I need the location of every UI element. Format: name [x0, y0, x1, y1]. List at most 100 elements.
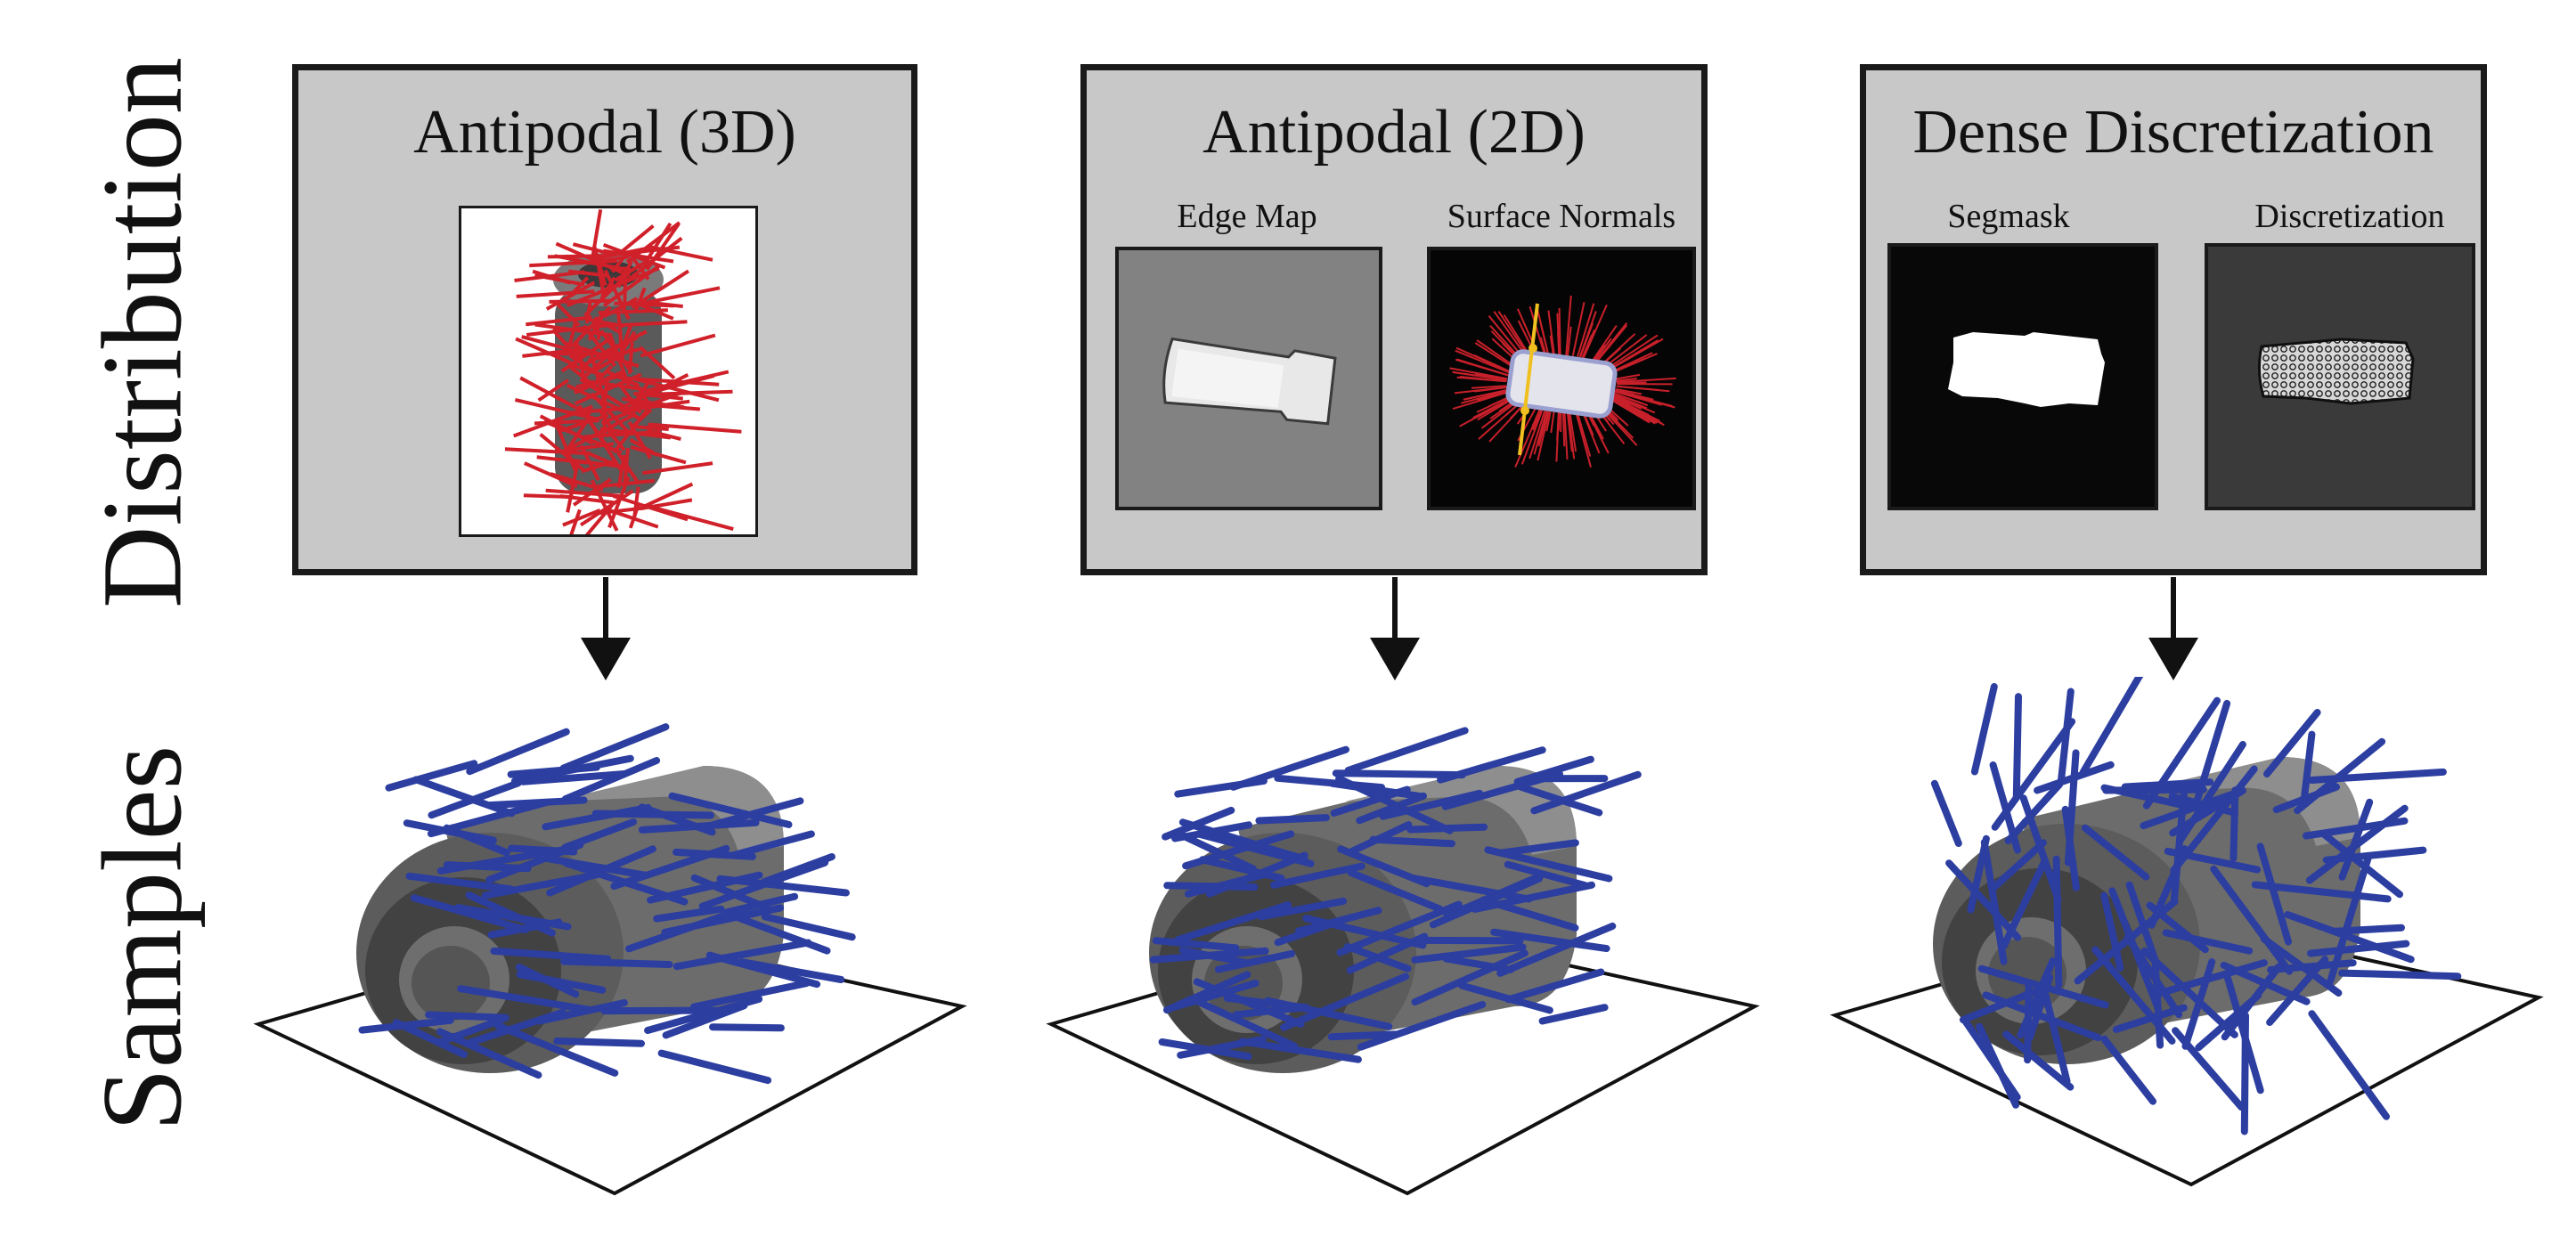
blue-grasp-axis [519, 770, 628, 785]
blue-grasp-axis [559, 723, 670, 772]
blue-grasp-axis [1174, 901, 1292, 944]
panel-title: Dense Discretization [1912, 98, 2434, 167]
blue-grasp-axis [2294, 737, 2386, 815]
blue-grasp-axis [2148, 845, 2189, 929]
blue-grasp-axis [1238, 1038, 1362, 1063]
blue-grasp-axis [2256, 842, 2292, 946]
surface-normal-vector [1610, 395, 1660, 422]
blue-grasp-axis [1270, 862, 1365, 889]
blue-grasp-axis [1152, 937, 1240, 952]
surface-normal-vector [1455, 346, 1512, 373]
blue-grasp-axis [2322, 846, 2427, 864]
blue-grasp-axis [1504, 860, 1588, 889]
red-grasp-axis [618, 224, 655, 255]
blue-grasp-axis [443, 824, 510, 857]
panel-title: Antipodal (2D) [1202, 98, 1586, 167]
surface-normal-vector [1577, 303, 1595, 357]
blue-grasp-axis [698, 859, 829, 910]
blue-grasp-axis [2024, 981, 2033, 1064]
blue-grasp-axis [1171, 821, 1252, 842]
blue-grasp-axis [1347, 868, 1444, 913]
blue-grasp-axis [542, 803, 652, 831]
panel-antipodal-3d: Antipodal (3D) [292, 64, 917, 575]
blue-grasp-axis [2012, 693, 2022, 800]
blue-grasp-axis [1538, 1004, 1609, 1025]
surface-normal-vector [1537, 411, 1550, 461]
red-grasp-axis [612, 408, 649, 454]
arrow-down-icon [1370, 577, 1420, 680]
red-grasp-axis [585, 451, 631, 473]
blue-grasp-axis [1336, 900, 1463, 956]
blue-grasp-axis [1471, 881, 1595, 913]
red-grasp-axis [579, 444, 600, 481]
surface-normal-vector [1614, 390, 1675, 409]
blue-grasp-axis [443, 861, 532, 873]
normal-highlight-line [1518, 303, 1539, 456]
red-grasp-axis [639, 346, 676, 380]
blue-grasp-axis [2300, 730, 2316, 807]
surface-normal-vector [1610, 352, 1653, 373]
surface-normal-vector [1461, 390, 1509, 404]
blue-grasp-axis [436, 1028, 542, 1079]
red-grasp-axis [620, 324, 633, 350]
red-grasp-axis [614, 301, 674, 308]
surface-normal-vector [1610, 395, 1631, 406]
blue-grasp-axis [457, 985, 594, 1013]
surface-normal-vector [1452, 391, 1509, 411]
red-grasp-axis [634, 377, 720, 403]
red-grasp-axis [622, 376, 720, 387]
surface-normal-vector [1615, 389, 1634, 396]
surface-normal-vector [1550, 411, 1555, 434]
blue-grasp-axis [2140, 947, 2238, 1038]
panel-antipodal-2d: Antipodal (2D) Edge Map Surface Normals [1080, 64, 1708, 575]
blue-grasp-axis [690, 874, 771, 912]
blue-grasp-axis [1945, 859, 2022, 941]
surface-normal-vector [1528, 305, 1546, 357]
blue-grasp-axis [1163, 882, 1259, 891]
red-grasp-axis [563, 420, 589, 455]
blue-grasp-axis [1437, 746, 1546, 784]
samples-row-label: Samples [78, 745, 206, 1132]
red-grasp-axis [572, 477, 612, 507]
blue-grasp-axis [1980, 838, 2008, 965]
red-grasp-axis [529, 259, 618, 268]
red-grasp-axis [595, 478, 656, 489]
red-grasp-axis [625, 221, 681, 264]
red-grasp-axis [537, 378, 570, 403]
blue-grasp-axis [1330, 785, 1411, 817]
blue-grasp-axis [706, 797, 804, 829]
red-grasp-axis [591, 364, 614, 388]
blue-grasp-axis [425, 1011, 509, 1021]
blue-grasp-axis [2263, 709, 2321, 777]
blue-grasp-axis [1344, 727, 1469, 774]
blue-grasp-axis [1274, 774, 1386, 792]
blue-grasp-axis [1379, 789, 1483, 820]
red-grasp-axis [554, 301, 581, 328]
surface-normal-vector [1615, 373, 1641, 380]
surface-normal-vector [1520, 410, 1544, 465]
blue-grasp-axis [1414, 936, 1524, 945]
arrow-down-icon [2148, 577, 2198, 680]
red-grasp-axis [539, 433, 586, 473]
blue-grasp-axis [2221, 963, 2283, 1041]
blue-grasp-axis [2154, 959, 2268, 997]
panel-title: Antipodal (3D) [413, 98, 796, 167]
surface-normal-vector [1593, 345, 1606, 362]
red-grasp-axis [519, 376, 591, 418]
blue-grasp-axis [490, 947, 612, 963]
red-grasp-axis [545, 488, 621, 498]
blue-grasp-axis [1516, 783, 1603, 817]
surface-normal-vector [1581, 334, 1593, 358]
red-grasp-axis [534, 322, 613, 338]
surface-normal-vector [1545, 411, 1552, 432]
red-grasp-axis [566, 460, 580, 513]
blue-grasp-axis [1258, 897, 1348, 921]
blue-grasp-axis [2327, 854, 2372, 985]
blue-grasp-axis [1178, 818, 1308, 863]
blue-grasp-axis [653, 905, 725, 923]
blue-grasp-axis [1988, 839, 2047, 893]
red-grasp-axis [642, 461, 713, 476]
blue-grasp-axis [709, 1023, 785, 1032]
surface-normal-vector [1595, 324, 1628, 362]
surface-normal-vector [1456, 358, 1510, 377]
